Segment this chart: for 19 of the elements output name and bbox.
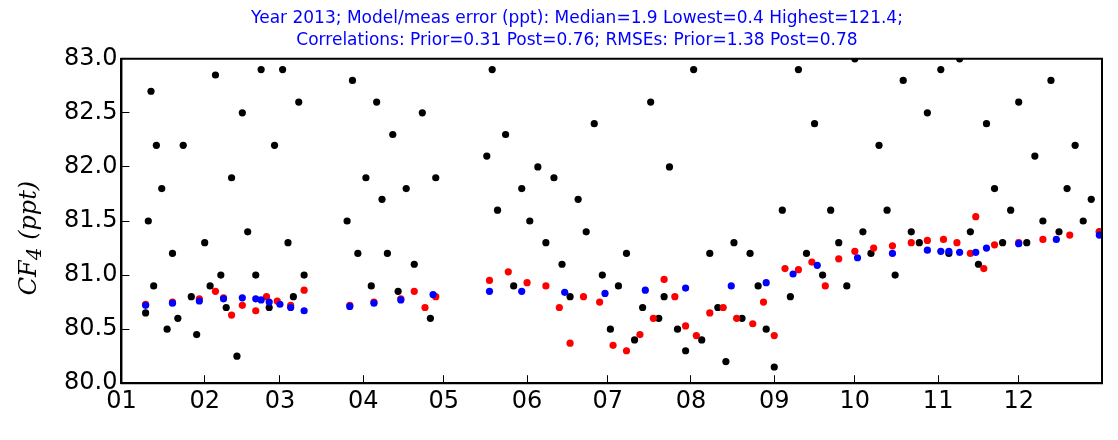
- y-tick-label: 82.5: [64, 97, 118, 126]
- x-tick-label: 09: [758, 385, 790, 414]
- y-tick-label: 81.5: [64, 205, 118, 234]
- chart-title: Year 2013; Model/meas error (ppt): Median=1.9 Lowest=0.4 Highest=121.4;: [250, 6, 903, 27]
- x-tick-label: 07: [592, 385, 623, 414]
- x-tick-label: 06: [511, 385, 543, 414]
- y-tick-label: 80.5: [64, 313, 118, 342]
- x-tick-label: 05: [428, 385, 460, 414]
- x-tick-label: 10: [839, 385, 871, 414]
- chart-subtitle: Correlations: Prior=0.31 Post=0.76; RMSEs: Prior=1.38 Post=0.78: [296, 29, 858, 50]
- y-tick-label: 82.0: [64, 151, 118, 180]
- y-tick-label: 83.0: [64, 43, 118, 72]
- x-tick-label: 02: [189, 385, 220, 414]
- x-tick-label: 12: [1003, 385, 1034, 414]
- x-tick-label: 11: [922, 385, 954, 414]
- x-tick-label: 08: [675, 385, 707, 414]
- y-tick-label: 81.0: [64, 259, 118, 288]
- x-tick-label: 03: [264, 385, 296, 414]
- x-tick-label: 04: [347, 385, 379, 414]
